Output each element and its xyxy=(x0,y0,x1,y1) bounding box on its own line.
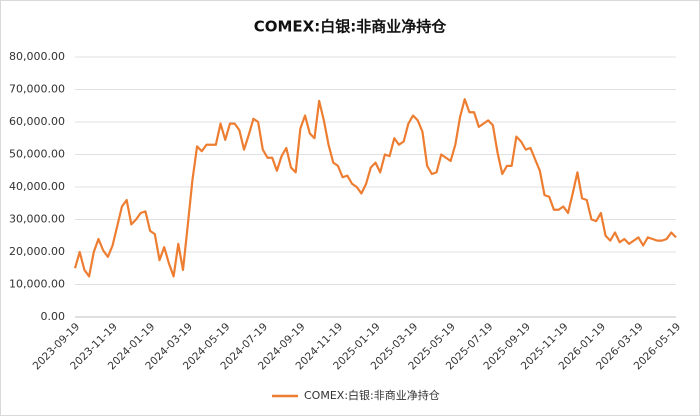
y-tick-label: 30,000.00 xyxy=(9,213,65,226)
line-series xyxy=(73,98,677,278)
y-tick-label: 0.00 xyxy=(41,310,66,323)
y-tick-label: 40,000.00 xyxy=(9,180,65,193)
y-tick-label: 10,000.00 xyxy=(9,278,65,291)
y-tick-label: 70,000.00 xyxy=(9,83,65,96)
y-tick-label: 20,000.00 xyxy=(9,245,65,258)
y-tick-label: 80,000.00 xyxy=(9,50,65,63)
y-tick-label: 60,000.00 xyxy=(9,115,65,128)
chart-title: COMEX:白银:非商业净持仓 xyxy=(254,18,447,36)
y-tick-label: 50,000.00 xyxy=(9,148,65,161)
legend-label: COMEX:白银:非商业净持仓 xyxy=(304,388,440,402)
